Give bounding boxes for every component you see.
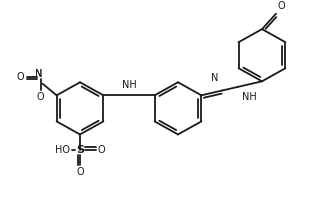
Text: O: O bbox=[76, 167, 84, 177]
Text: O: O bbox=[278, 1, 286, 11]
Text: N: N bbox=[211, 73, 219, 83]
Text: O: O bbox=[37, 92, 44, 102]
Text: N: N bbox=[35, 69, 42, 79]
Text: NH: NH bbox=[122, 81, 136, 91]
Text: HO: HO bbox=[55, 145, 70, 155]
Text: O: O bbox=[98, 145, 106, 155]
Text: S: S bbox=[76, 145, 84, 155]
Text: NH: NH bbox=[242, 92, 257, 102]
Text: N: N bbox=[35, 69, 42, 79]
Text: O: O bbox=[17, 72, 25, 82]
